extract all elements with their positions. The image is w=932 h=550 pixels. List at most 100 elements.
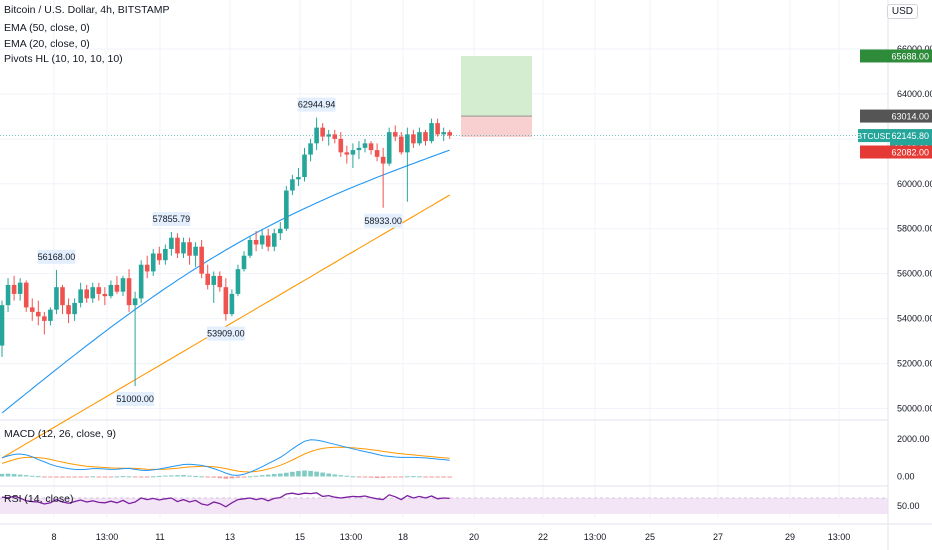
candle-body [150, 253, 156, 272]
candle [217, 271, 223, 292]
macd-histogram-bar [138, 476, 144, 478]
candle-body [241, 255, 247, 270]
candle-body [54, 287, 59, 310]
candle [102, 287, 108, 306]
macd-pane [0, 439, 452, 479]
candle [271, 228, 277, 252]
candle-body [411, 134, 416, 144]
tag-symbol: BTCUSD [857, 131, 892, 141]
symbol-title[interactable]: Bitcoin / U.S. Dollar, 4h, BITSTAMP [4, 4, 170, 16]
time-tick-label: 15 [295, 532, 305, 542]
candle [132, 291, 138, 387]
candle-body [435, 123, 440, 135]
candle-body [368, 143, 374, 151]
candle [284, 186, 289, 231]
candle-body [302, 154, 307, 178]
time-tick-label: 13:00 [340, 532, 363, 542]
macd-histogram-bar [223, 476, 229, 479]
candle [380, 147, 386, 208]
candle-body [42, 316, 47, 321]
macd-histogram-bar [362, 476, 368, 478]
price-tick-label: 50000.00 [897, 404, 932, 414]
candle-body [265, 235, 271, 247]
candle [48, 307, 53, 326]
ema-50-line [1, 194, 450, 459]
legend-pivots[interactable]: Pivots HL (10, 10, 10, 10) [4, 53, 123, 65]
macd-histogram-bar [120, 476, 126, 478]
candle-body [60, 287, 65, 306]
candle [66, 298, 71, 324]
legend-ema-20[interactable]: EMA (20, close, 0) [4, 38, 90, 50]
price-tick-label: 64000.00 [897, 89, 932, 99]
candle-body [90, 287, 96, 299]
tag-entry: 62082.00 [891, 148, 929, 158]
candle-body [187, 242, 192, 256]
candle-body [278, 228, 283, 234]
legend-ema-50[interactable]: EMA (50, close, 0) [4, 22, 90, 34]
candle-body [271, 233, 277, 247]
candle [386, 127, 392, 166]
macd-histogram-bar [265, 474, 271, 477]
candle [84, 284, 89, 303]
candle-body [259, 235, 265, 245]
macd-histogram-bar [229, 476, 235, 479]
tag-target: 65688.00 [891, 51, 929, 61]
candle-body [362, 143, 368, 148]
candle [0, 300, 5, 357]
candle [60, 284, 65, 315]
pivot-label: 51000.00 [116, 394, 154, 404]
macd-histogram-bar [60, 476, 65, 478]
candle [23, 280, 29, 312]
grid-lines [0, 0, 888, 518]
candle [108, 280, 114, 299]
candle-body [126, 278, 132, 306]
time-tick-label: 8 [51, 532, 56, 542]
macd-histogram-bar [126, 476, 132, 478]
candle-body [5, 284, 11, 306]
candle-body [217, 275, 223, 288]
macd-histogram-bar [302, 470, 307, 477]
candle [193, 242, 198, 267]
macd-histogram-bar [11, 474, 17, 477]
candle-body [193, 246, 198, 256]
candle-body [108, 284, 114, 297]
macd-title[interactable]: MACD (12, 26, close, 9) [4, 428, 117, 440]
macd-histogram-bar [23, 475, 29, 477]
macd-histogram-bar [211, 476, 217, 478]
tag-symbol-bg [858, 129, 890, 143]
macd-line [1, 439, 450, 476]
tag-target-bg [860, 49, 932, 63]
currency-button[interactable]: USD [886, 4, 918, 19]
macd-histogram-bar [350, 476, 356, 478]
candle [181, 237, 186, 258]
candle-body [72, 302, 77, 315]
macd-histogram-bar [441, 476, 446, 478]
candle-body [417, 132, 422, 144]
candle [247, 235, 253, 258]
candle [447, 129, 452, 139]
candlesticks[interactable] [0, 117, 452, 387]
candle-body [320, 127, 325, 137]
macd-histogram-bar [181, 475, 186, 477]
candle [90, 282, 96, 303]
macd-histogram-bar [447, 476, 452, 478]
candle [362, 138, 368, 153]
macd-histogram-bar [199, 476, 204, 478]
macd-tick-label: 0.00 [897, 472, 915, 482]
tag-stop-bg [860, 109, 932, 123]
macd-histogram-bar [217, 476, 223, 479]
candle-body [102, 293, 108, 297]
price-tick-label: 56000.00 [897, 269, 932, 279]
candle [356, 141, 362, 160]
candle-body [0, 305, 5, 346]
candle [72, 298, 77, 321]
candle-body [48, 309, 53, 321]
candle [278, 222, 283, 240]
macd-histogram-bar [48, 476, 53, 478]
candle-body [84, 289, 89, 299]
macd-histogram-bar [132, 476, 138, 478]
rsi-title[interactable]: RSI (14, close) [4, 493, 74, 505]
pivot-label-bg [152, 212, 191, 226]
